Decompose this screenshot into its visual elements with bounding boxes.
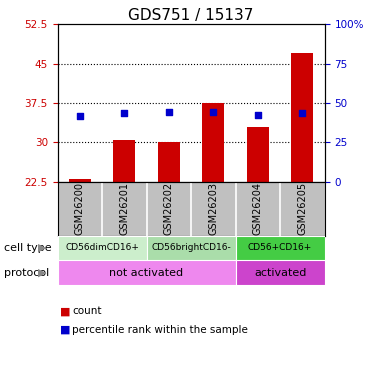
Point	[210, 109, 216, 115]
Text: count: count	[72, 306, 102, 316]
Text: CD56+CD16+: CD56+CD16+	[248, 243, 312, 252]
Text: not activated: not activated	[109, 268, 184, 278]
Bar	[58, 260, 236, 285]
Bar	[147, 236, 236, 260]
Text: ▶: ▶	[39, 243, 47, 253]
Text: activated: activated	[254, 268, 306, 278]
Text: GSM26204: GSM26204	[253, 182, 263, 235]
Text: CD56brightCD16-: CD56brightCD16-	[151, 243, 231, 252]
Bar	[69, 179, 91, 182]
Bar	[291, 53, 313, 182]
Text: ■: ■	[60, 306, 70, 316]
Text: ▶: ▶	[39, 268, 47, 278]
Bar	[202, 103, 224, 182]
Point	[255, 112, 261, 118]
Text: protocol: protocol	[4, 268, 49, 278]
Text: CD56dimCD16+: CD56dimCD16+	[65, 243, 139, 252]
Bar	[236, 236, 325, 260]
Text: GSM26200: GSM26200	[75, 182, 85, 235]
Bar	[158, 142, 180, 182]
Point	[166, 110, 172, 116]
Title: GDS751 / 15137: GDS751 / 15137	[128, 8, 254, 23]
Point	[299, 110, 305, 116]
Text: cell type: cell type	[4, 243, 51, 253]
Bar	[113, 140, 135, 182]
Text: GSM26202: GSM26202	[164, 182, 174, 235]
Text: GSM26205: GSM26205	[298, 182, 307, 235]
Text: percentile rank within the sample: percentile rank within the sample	[72, 325, 248, 335]
Bar	[236, 260, 325, 285]
Text: ■: ■	[60, 325, 70, 335]
Bar	[247, 127, 269, 182]
Bar	[58, 236, 147, 260]
Point	[121, 110, 127, 116]
Text: GSM26203: GSM26203	[209, 182, 218, 235]
Point	[77, 112, 83, 118]
Text: GSM26201: GSM26201	[119, 182, 129, 235]
